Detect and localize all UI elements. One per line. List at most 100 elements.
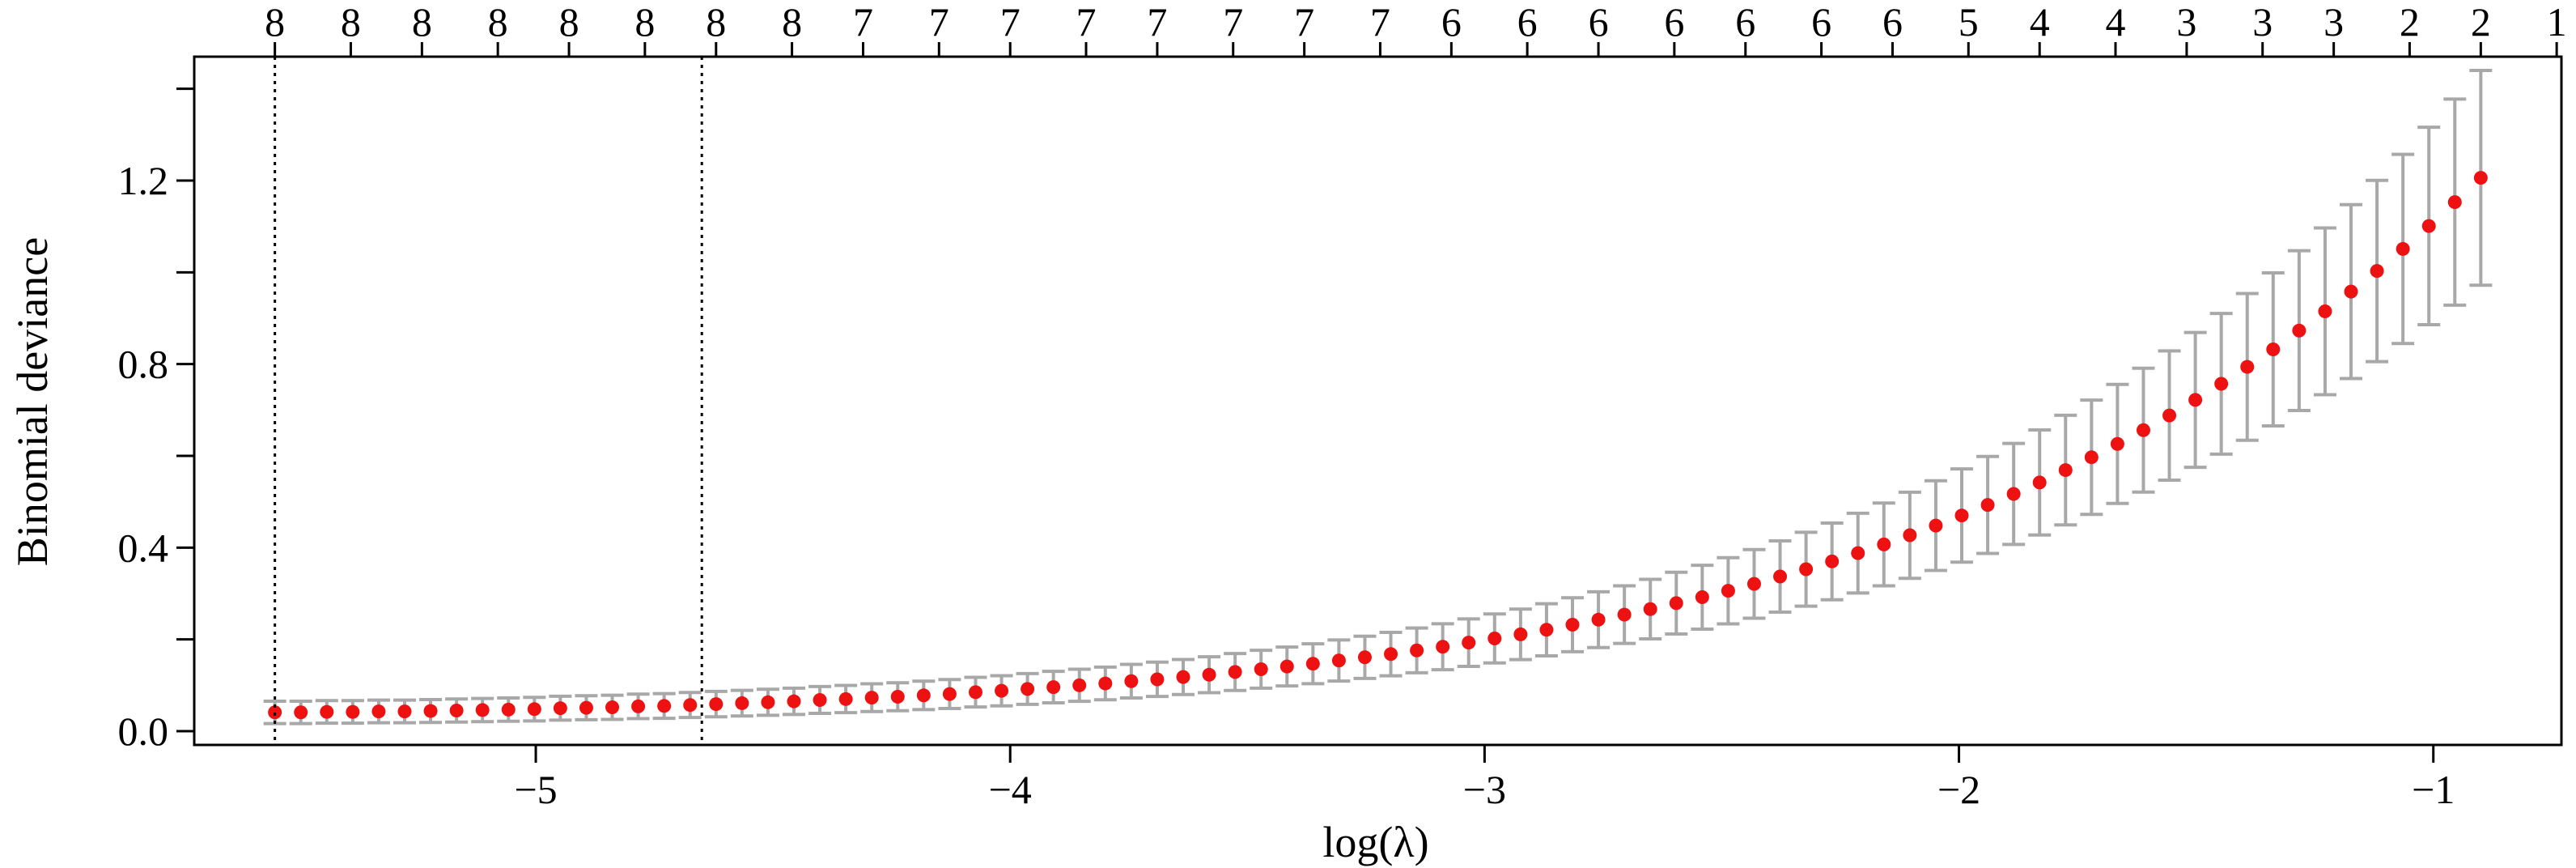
data-point bbox=[1357, 650, 1372, 665]
data-point bbox=[2136, 423, 2150, 437]
x-axis-title: log(λ) bbox=[1322, 818, 1428, 866]
data-point bbox=[579, 700, 593, 715]
y-tick-label: 0.8 bbox=[118, 342, 169, 387]
data-point bbox=[2214, 377, 2229, 391]
top-tick-label: 8 bbox=[488, 0, 508, 45]
data-point bbox=[449, 704, 464, 717]
data-point bbox=[995, 683, 1009, 698]
top-tick-label: 8 bbox=[341, 0, 361, 45]
data-point bbox=[2447, 195, 2462, 210]
top-tick-label: 6 bbox=[1441, 0, 1462, 45]
data-point bbox=[1513, 627, 1528, 641]
data-point bbox=[1565, 618, 1580, 632]
data-point bbox=[1539, 623, 1554, 637]
data-point bbox=[1331, 653, 1346, 668]
top-tick-label: 3 bbox=[2252, 0, 2273, 45]
top-tick-label: 7 bbox=[1370, 0, 1390, 45]
data-points-group bbox=[268, 171, 2488, 720]
top-tick-label: 2 bbox=[2471, 0, 2491, 45]
x-tick-label: −4 bbox=[989, 767, 1032, 812]
data-point bbox=[2370, 264, 2384, 279]
data-point bbox=[2162, 408, 2177, 423]
top-tick-label: 6 bbox=[1589, 0, 1609, 45]
data-point bbox=[2006, 487, 2021, 501]
top-tick-label: 8 bbox=[634, 0, 655, 45]
top-tick-label: 8 bbox=[265, 0, 285, 45]
x-tick-label: −1 bbox=[2412, 767, 2455, 812]
data-point bbox=[1877, 537, 1891, 551]
data-point bbox=[501, 702, 516, 717]
data-point bbox=[1721, 584, 1735, 598]
data-point bbox=[2292, 323, 2307, 338]
data-point bbox=[475, 703, 490, 717]
top-tick-label: 1 bbox=[2547, 0, 2567, 45]
data-point bbox=[1851, 546, 1865, 560]
top-tick-label: 8 bbox=[412, 0, 432, 45]
top-tick-label: 8 bbox=[559, 0, 579, 45]
data-point bbox=[1410, 643, 1424, 657]
data-point bbox=[1980, 498, 1995, 513]
top-tick-label: 6 bbox=[1811, 0, 1831, 45]
data-point bbox=[1746, 577, 1761, 591]
top-tick-label: 7 bbox=[1000, 0, 1021, 45]
data-point bbox=[1643, 602, 1657, 616]
data-point bbox=[813, 692, 827, 707]
data-point bbox=[1695, 590, 1709, 605]
top-tick-label: 4 bbox=[2030, 0, 2050, 45]
data-point bbox=[683, 698, 698, 713]
data-point bbox=[735, 696, 749, 710]
data-point bbox=[553, 701, 567, 716]
x-tick-label: −3 bbox=[1463, 767, 1506, 812]
data-point bbox=[1903, 528, 1917, 542]
data-point bbox=[1462, 636, 1476, 650]
data-point bbox=[1098, 676, 1113, 691]
data-point bbox=[346, 704, 360, 719]
data-point bbox=[320, 704, 334, 719]
top-tick-label: 7 bbox=[1223, 0, 1243, 45]
top-tick-label: 5 bbox=[1959, 0, 1979, 45]
data-point bbox=[2318, 304, 2332, 318]
x-axis: −5 −4 −3 −2 −1 bbox=[514, 745, 2455, 812]
data-point bbox=[2266, 343, 2281, 357]
data-point bbox=[371, 704, 386, 719]
top-tick-label: 8 bbox=[782, 0, 802, 45]
top-tick-label: 6 bbox=[1517, 0, 1538, 45]
data-point bbox=[2240, 360, 2255, 374]
top-tick-label: 7 bbox=[1076, 0, 1097, 45]
data-point bbox=[397, 704, 412, 719]
top-tick-label: 4 bbox=[2105, 0, 2125, 45]
top-tick-label: 6 bbox=[1882, 0, 1903, 45]
data-point bbox=[2421, 219, 2436, 233]
data-point bbox=[1825, 554, 1840, 568]
data-point bbox=[1150, 672, 1165, 687]
data-point bbox=[968, 685, 982, 700]
y-axis-title: Binomial deviance bbox=[8, 237, 57, 566]
top-axis-variable-counts: 888888887777777766666665443332210 bbox=[265, 0, 2567, 57]
data-point bbox=[1046, 680, 1061, 695]
data-point bbox=[2110, 436, 2124, 451]
x-tick-label: −2 bbox=[1937, 767, 1980, 812]
data-point bbox=[761, 695, 775, 709]
data-point bbox=[838, 691, 853, 706]
y-tick-label: 0.0 bbox=[118, 708, 169, 754]
top-tick-label: 7 bbox=[1294, 0, 1314, 45]
data-point bbox=[1202, 667, 1216, 682]
data-point bbox=[2058, 463, 2073, 478]
y-tick-label: 1.2 bbox=[118, 158, 169, 203]
data-point bbox=[1384, 647, 1398, 662]
data-point bbox=[1305, 657, 1320, 671]
data-point bbox=[2084, 450, 2099, 465]
data-point bbox=[1617, 607, 1632, 622]
top-tick-label: 2 bbox=[2400, 0, 2420, 45]
x-tick-label: −5 bbox=[514, 767, 557, 812]
data-point bbox=[268, 705, 282, 720]
data-point bbox=[2188, 393, 2203, 407]
selected-lambda-lines bbox=[274, 57, 703, 745]
data-point bbox=[527, 702, 541, 717]
y-axis: 0.0 0.4 0.8 1.2 bbox=[118, 87, 194, 754]
error-bars-group bbox=[263, 68, 2493, 725]
data-point bbox=[916, 688, 931, 703]
data-point bbox=[1487, 632, 1502, 646]
data-point bbox=[1254, 662, 1268, 676]
